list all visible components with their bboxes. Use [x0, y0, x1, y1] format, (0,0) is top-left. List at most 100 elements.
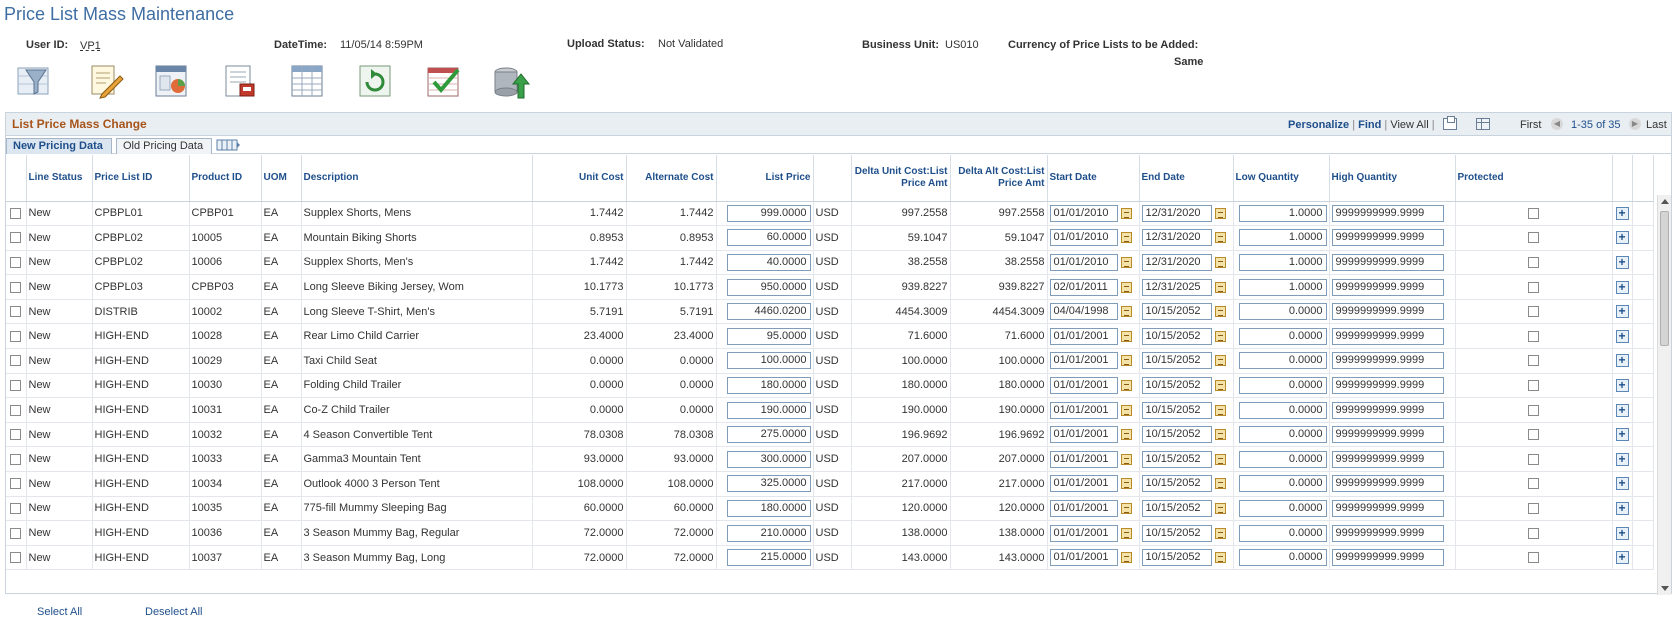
protected-checkbox[interactable]	[1528, 453, 1539, 465]
high-quantity-input[interactable]: 9999999999.9999	[1331, 303, 1444, 321]
calendar-icon[interactable]	[1120, 232, 1132, 244]
end-date-input[interactable]: 12/31/2020	[1141, 204, 1212, 222]
calendar-icon[interactable]	[1120, 404, 1132, 416]
row-select-checkbox[interactable]	[10, 503, 22, 515]
protected-checkbox[interactable]	[1528, 380, 1539, 392]
list-price-input[interactable]: 4460.0200	[726, 303, 811, 321]
protected-checkbox[interactable]	[1528, 503, 1539, 515]
row-select-checkbox[interactable]	[10, 281, 22, 293]
calendar-icon[interactable]	[1120, 330, 1132, 342]
add-row-button[interactable]: +	[1615, 280, 1629, 294]
start-date-input[interactable]: 01/01/2010	[1049, 253, 1118, 271]
protected-checkbox[interactable]	[1528, 330, 1539, 342]
high-quantity-input[interactable]: 9999999999.9999	[1331, 253, 1444, 271]
end-date-input[interactable]: 12/31/2020	[1141, 229, 1212, 247]
calendar-icon[interactable]	[1120, 379, 1132, 391]
end-date-input[interactable]: 10/15/2052	[1141, 327, 1212, 345]
end-date-input[interactable]: 10/15/2052	[1141, 376, 1212, 394]
low-quantity-input[interactable]: 0.0000	[1238, 352, 1327, 370]
add-row-button[interactable]: +	[1615, 231, 1629, 245]
add-row-button[interactable]: +	[1615, 305, 1629, 319]
start-date-input[interactable]: 01/01/2010	[1049, 204, 1118, 222]
calendar-icon[interactable]	[1120, 502, 1132, 514]
low-quantity-input[interactable]: 1.0000	[1238, 204, 1327, 222]
start-date-input[interactable]: 02/01/2011	[1049, 278, 1118, 296]
protected-checkbox[interactable]	[1528, 281, 1539, 293]
protected-checkbox[interactable]	[1528, 257, 1539, 269]
validate-check-icon[interactable]	[426, 64, 464, 100]
download-spreadsheet-icon[interactable]	[1476, 118, 1490, 130]
end-date-input[interactable]: 10/15/2052	[1141, 524, 1212, 542]
high-quantity-input[interactable]: 9999999999.9999	[1331, 327, 1444, 345]
add-row-button[interactable]: +	[1615, 428, 1629, 442]
row-select-checkbox[interactable]	[10, 478, 22, 490]
scroll-up-arrow[interactable]	[1661, 199, 1669, 204]
calendar-icon[interactable]	[1214, 379, 1226, 391]
calendar-icon[interactable]	[1214, 502, 1226, 514]
list-price-input[interactable]: 180.0000	[726, 499, 811, 517]
end-date-input[interactable]: 12/31/2020	[1141, 253, 1212, 271]
high-quantity-input[interactable]: 9999999999.9999	[1331, 450, 1444, 468]
personalize-link[interactable]: Personalize	[1288, 119, 1350, 131]
start-date-input[interactable]: 01/01/2001	[1049, 475, 1118, 493]
end-date-input[interactable]: 10/15/2052	[1141, 352, 1212, 370]
list-price-input[interactable]: 325.0000	[726, 475, 811, 493]
high-quantity-input[interactable]: 9999999999.9999	[1331, 549, 1444, 567]
tab-new-pricing-data[interactable]: New Pricing Data	[6, 138, 112, 154]
end-date-input[interactable]: 10/15/2052	[1141, 475, 1212, 493]
row-select-checkbox[interactable]	[10, 404, 22, 416]
list-price-input[interactable]: 275.0000	[726, 426, 811, 444]
list-price-input[interactable]: 999.0000	[726, 204, 811, 222]
user-id-value[interactable]: VP1	[80, 40, 101, 52]
start-date-input[interactable]: 01/01/2001	[1049, 376, 1118, 394]
calendar-icon[interactable]	[1214, 552, 1226, 564]
calendar-icon[interactable]	[1214, 281, 1226, 293]
list-price-input[interactable]: 95.0000	[726, 327, 811, 345]
deselect-all-link[interactable]: Deselect All	[145, 606, 203, 618]
add-row-button[interactable]: +	[1615, 501, 1629, 515]
protected-checkbox[interactable]	[1528, 306, 1539, 318]
high-quantity-input[interactable]: 9999999999.9999	[1331, 524, 1444, 542]
calendar-icon[interactable]	[1120, 207, 1132, 219]
start-date-input[interactable]: 01/01/2001	[1049, 524, 1118, 542]
calendar-icon[interactable]	[1214, 527, 1226, 539]
add-row-button[interactable]: +	[1615, 206, 1629, 220]
start-date-input[interactable]: 01/01/2010	[1049, 229, 1118, 247]
high-quantity-input[interactable]: 9999999999.9999	[1331, 499, 1444, 517]
add-row-button[interactable]: +	[1615, 378, 1629, 392]
low-quantity-input[interactable]: 0.0000	[1238, 376, 1327, 394]
protected-checkbox[interactable]	[1528, 355, 1539, 367]
calendar-icon[interactable]	[1120, 429, 1132, 441]
calendar-icon[interactable]	[1214, 453, 1226, 465]
end-date-input[interactable]: 10/15/2052	[1141, 426, 1212, 444]
last-link[interactable]: Last	[1646, 119, 1667, 131]
row-select-checkbox[interactable]	[10, 453, 22, 465]
low-quantity-input[interactable]: 0.0000	[1238, 327, 1327, 345]
high-quantity-input[interactable]: 9999999999.9999	[1331, 475, 1444, 493]
spreadsheet-grid-icon[interactable]	[290, 64, 328, 100]
list-price-input[interactable]: 60.0000	[726, 229, 811, 247]
add-row-button[interactable]: +	[1615, 452, 1629, 466]
calendar-icon[interactable]	[1214, 429, 1226, 441]
calendar-icon[interactable]	[1120, 527, 1132, 539]
high-quantity-input[interactable]: 9999999999.9999	[1331, 426, 1444, 444]
end-date-input[interactable]: 10/15/2052	[1141, 401, 1212, 419]
calendar-icon[interactable]	[1120, 306, 1132, 318]
end-date-input[interactable]: 12/31/2025	[1141, 278, 1212, 296]
calendar-icon[interactable]	[1120, 281, 1132, 293]
next-arrow-icon[interactable]: ▶	[1629, 118, 1641, 130]
calendar-icon[interactable]	[1214, 478, 1226, 490]
select-all-link[interactable]: Select All	[37, 606, 83, 618]
calendar-icon[interactable]	[1214, 306, 1226, 318]
edit-document-icon[interactable]	[88, 64, 126, 100]
end-date-input[interactable]: 10/15/2052	[1141, 549, 1212, 567]
low-quantity-input[interactable]: 0.0000	[1238, 450, 1327, 468]
low-quantity-input[interactable]: 1.0000	[1238, 229, 1327, 247]
start-date-input[interactable]: 01/01/2001	[1049, 327, 1118, 345]
start-date-input[interactable]: 01/01/2001	[1049, 499, 1118, 517]
add-row-button[interactable]: +	[1615, 551, 1629, 565]
calendar-icon[interactable]	[1214, 355, 1226, 367]
list-price-input[interactable]: 215.0000	[726, 549, 811, 567]
high-quantity-input[interactable]: 9999999999.9999	[1331, 204, 1444, 222]
scroll-down-arrow[interactable]	[1661, 586, 1669, 591]
